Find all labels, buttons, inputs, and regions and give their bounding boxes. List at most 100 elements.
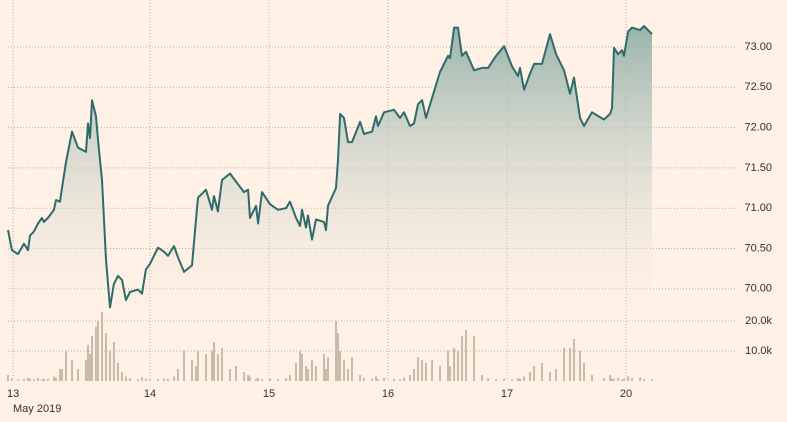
volume-bar — [495, 379, 498, 381]
volume-bar — [128, 378, 131, 381]
volume-bar — [464, 330, 467, 381]
volume-bar — [268, 378, 271, 381]
volume-bar — [243, 372, 246, 381]
volume-bar — [277, 379, 280, 381]
volume-bar — [16, 379, 19, 381]
volume-bar — [91, 336, 94, 381]
volume-bar — [59, 369, 62, 381]
volume-bar — [247, 375, 250, 381]
volume-bar — [156, 379, 159, 381]
y-tick-label: 72.00 — [744, 121, 772, 133]
volume-bar — [431, 360, 434, 381]
volume-bar — [486, 378, 489, 381]
volume-bar — [112, 342, 115, 381]
volume-bar — [255, 378, 258, 381]
volume-bar — [26, 378, 29, 381]
x-tick-label: 17 — [501, 388, 513, 400]
volume-bar — [327, 357, 330, 381]
volume-bar — [631, 378, 634, 381]
volume-bar — [285, 378, 288, 381]
volume-bar — [609, 375, 612, 381]
volume-bar — [533, 366, 536, 381]
volume-bar — [617, 378, 620, 381]
volume-bar — [621, 379, 624, 381]
volume-bar — [121, 372, 124, 381]
x-tick-label: 16 — [382, 388, 394, 400]
volume-bar — [342, 360, 345, 381]
volume-bar — [347, 369, 350, 381]
volume-bar — [511, 379, 514, 381]
volume-bar — [516, 378, 519, 381]
volume-bar — [473, 336, 476, 381]
volume-bar — [371, 378, 374, 381]
x-tick-label: 15 — [263, 388, 275, 400]
volume-bar — [375, 376, 377, 381]
volume-bar — [449, 366, 452, 381]
volume-bar — [578, 351, 581, 381]
volume-bar — [71, 360, 74, 381]
volume-bar — [108, 351, 111, 381]
volume-bar — [529, 372, 532, 381]
volume-bar — [359, 375, 362, 381]
volume-bar — [300, 354, 303, 381]
volume-bar — [86, 345, 89, 381]
volume-bar — [216, 354, 219, 381]
volume-bar — [196, 351, 199, 381]
volume-bar — [362, 378, 365, 381]
volume-bar — [417, 357, 420, 381]
volume-bar — [573, 339, 576, 381]
volume-bar — [116, 363, 119, 381]
y-tick-label: 70.50 — [744, 242, 772, 254]
y-tick-label: 73.00 — [744, 41, 772, 53]
volume-bar — [447, 351, 450, 381]
volume-bar — [457, 351, 460, 381]
volume-bar — [210, 351, 213, 381]
volume-bar — [549, 372, 552, 381]
volume-bar — [305, 366, 308, 381]
volume-bar — [335, 321, 338, 381]
volume-bar — [42, 378, 45, 381]
volume-bar — [591, 375, 594, 381]
volume-bar — [563, 348, 566, 381]
volume-bar — [603, 378, 606, 381]
volume-bar — [307, 369, 310, 381]
volume-bar — [639, 377, 642, 381]
y2-tick-label: 20.0k — [745, 315, 772, 327]
volume-bar — [337, 333, 340, 381]
price-line — [7, 25, 653, 309]
x-tick-label: 20 — [620, 388, 632, 400]
volume-bar — [377, 379, 380, 381]
volume-bar — [29, 378, 32, 381]
volume-bar — [76, 369, 79, 381]
volume-bar — [382, 378, 385, 381]
volume-bar — [439, 366, 442, 381]
volume-bar — [136, 379, 139, 381]
volume-bar — [651, 379, 653, 381]
volume-bar — [299, 351, 302, 381]
volume-bar — [350, 357, 353, 381]
volume-bar — [623, 378, 626, 381]
volume-bar — [36, 378, 39, 381]
volume-bar — [176, 369, 179, 381]
volume-bar — [295, 363, 298, 381]
volume-bar — [148, 379, 151, 381]
volume-bar — [402, 377, 405, 381]
volume-bar — [248, 376, 251, 381]
volume-bar — [64, 351, 67, 381]
x-tick-label: 13 — [7, 388, 19, 400]
x-axis-subtitle: May 2019 — [13, 403, 61, 415]
volume-bar — [101, 312, 104, 381]
volume-bar — [399, 379, 402, 381]
volume-bar — [94, 327, 97, 381]
y-tick-label: 71.00 — [744, 202, 772, 214]
volume-bar — [7, 375, 9, 381]
volume-bar — [481, 375, 484, 381]
volume-bar — [503, 378, 506, 381]
price-area — [8, 26, 652, 313]
volume-bar — [141, 377, 144, 381]
volume-bar — [61, 369, 64, 381]
volume-bar — [613, 379, 616, 381]
volume-bar — [325, 369, 328, 381]
y-tick-label: 71.50 — [744, 162, 772, 174]
